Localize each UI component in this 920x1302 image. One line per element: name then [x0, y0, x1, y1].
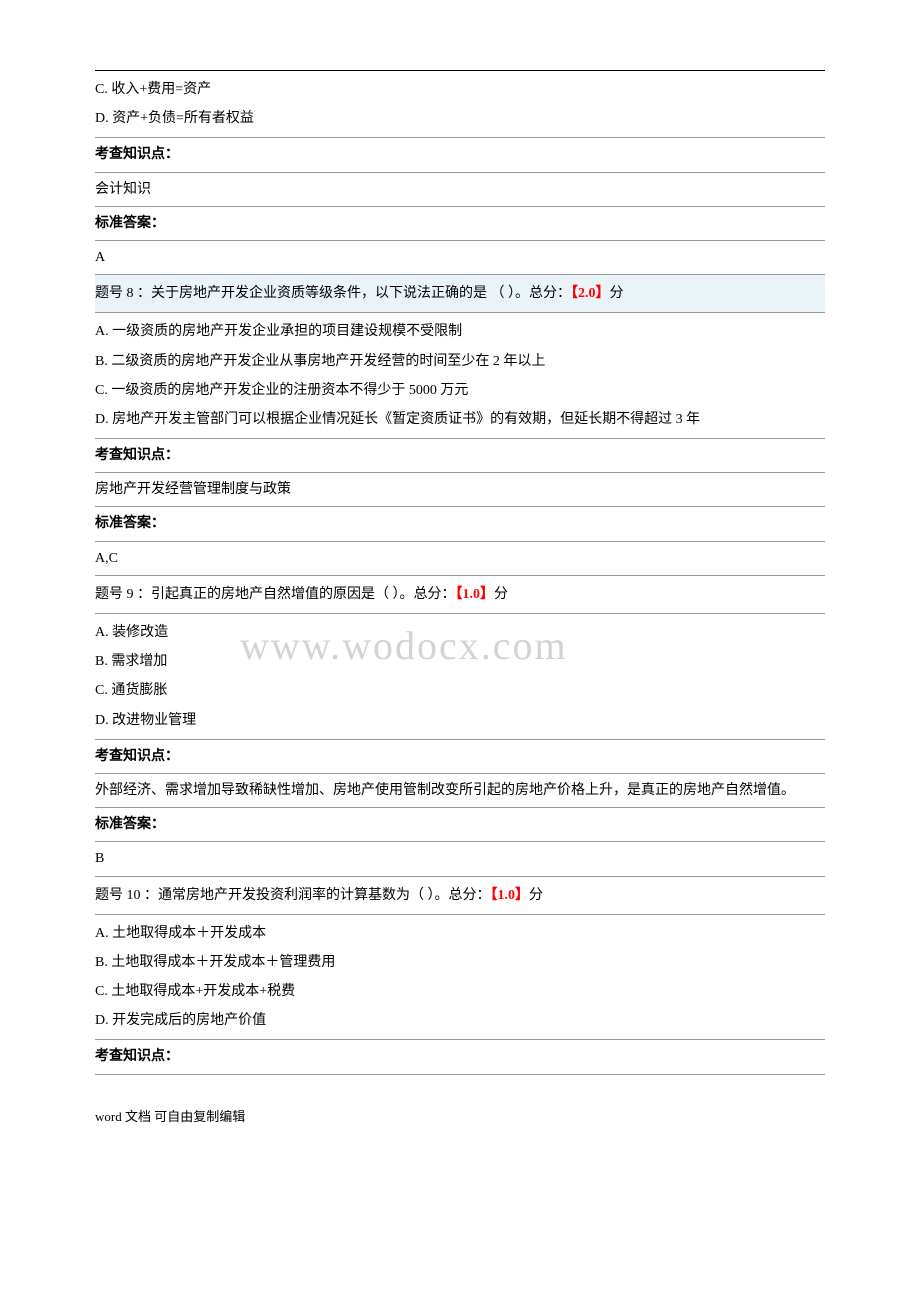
- q10-knowledge-label-row: 考查知识点：: [95, 1040, 825, 1074]
- q9-option-c: C. 通货膨胀: [95, 676, 825, 705]
- q7-answer-text: A: [95, 250, 105, 265]
- page-footer: word 文档 可自由复制编辑: [95, 1105, 825, 1128]
- q7-answer-text-row: A: [95, 241, 825, 275]
- q8-score-suffix: 分: [610, 286, 624, 301]
- q7-answer-label: 标准答案：: [95, 216, 165, 231]
- q8-option-d: D. 房地产开发主管部门可以根据企业情况延长《暂定资质证书》的有效期，但延长期不…: [95, 405, 825, 434]
- q9-knowledge-text-row: 外部经济、需求增加导致稀缺性增加、房地产使用管制改变所引起的房地产价格上升，是真…: [95, 774, 825, 808]
- q9-answer-label: 标准答案：: [95, 817, 165, 832]
- q10-header: 题号 10 ：通常房地产开发投资利润率的计算基数为（ ）。总分：【1.0】分: [95, 877, 825, 915]
- q7-answer-label-row: 标准答案：: [95, 207, 825, 241]
- q9-options: A. 装修改造 B. 需求增加 C. 通货膨胀 D. 改进物业管理: [95, 614, 825, 740]
- q8-answer-text-row: A,C: [95, 542, 825, 576]
- q9-knowledge-text: 外部经济、需求增加导致稀缺性增加、房地产使用管制改变所引起的房地产价格上升，是真…: [95, 783, 795, 798]
- q8-answer-label: 标准答案：: [95, 516, 165, 531]
- q9-option-d: D. 改进物业管理: [95, 706, 825, 735]
- q10-option-d: D. 开发完成后的房地产价值: [95, 1006, 825, 1035]
- q10-score: 【1.0】: [491, 888, 530, 903]
- q8-knowledge-label: 考查知识点：: [95, 448, 179, 463]
- q9-option-a: A. 装修改造: [95, 618, 825, 647]
- q8-answer-text: A,C: [95, 551, 118, 566]
- q10-header-prefix: 题号 10 ：通常房地产开发投资利润率的计算基数为（ ）。总分：: [95, 888, 491, 903]
- q10-score-suffix: 分: [529, 888, 543, 903]
- q9-header: 题号 9 ：引起真正的房地产自然增值的原因是（ ）。总分：【1.0】分: [95, 576, 825, 614]
- q9-answer-text-row: B: [95, 842, 825, 876]
- q7-option-c: C. 收入+费用=资产: [95, 75, 825, 104]
- page-content: C. 收入+费用=资产 D. 资产+负债=所有者权益 考查知识点： 会计知识 标…: [95, 70, 825, 1075]
- q7-knowledge-text-row: 会计知识: [95, 173, 825, 207]
- q8-header-prefix: 题号 8 ：关于房地产开发企业资质等级条件，以下说法正确的是 （ ）。总分：: [95, 286, 571, 301]
- q10-knowledge-label: 考查知识点：: [95, 1049, 179, 1064]
- q9-header-prefix: 题号 9 ：引起真正的房地产自然增值的原因是（ ）。总分：: [95, 587, 456, 602]
- q8-options: A. 一级资质的房地产开发企业承担的项目建设规模不受限制 B. 二级资质的房地产…: [95, 313, 825, 439]
- q7-options: C. 收入+费用=资产 D. 资产+负债=所有者权益: [95, 71, 825, 138]
- q8-knowledge-text-row: 房地产开发经营管理制度与政策: [95, 473, 825, 507]
- q8-answer-label-row: 标准答案：: [95, 507, 825, 541]
- q8-knowledge-label-row: 考查知识点：: [95, 439, 825, 473]
- q9-answer-label-row: 标准答案：: [95, 808, 825, 842]
- q9-knowledge-label: 考查知识点：: [95, 749, 179, 764]
- q10-option-c: C. 土地取得成本+开发成本+税费: [95, 977, 825, 1006]
- q8-header: 题号 8 ：关于房地产开发企业资质等级条件，以下说法正确的是 （ ）。总分：【2…: [95, 275, 825, 313]
- q10-option-b: B. 土地取得成本＋开发成本＋管理费用: [95, 948, 825, 977]
- q7-knowledge-label: 考查知识点：: [95, 147, 179, 162]
- q9-score-suffix: 分: [494, 587, 508, 602]
- q10-option-a: A. 土地取得成本＋开发成本: [95, 919, 825, 948]
- q8-score: 【2.0】: [571, 286, 610, 301]
- q9-option-b: B. 需求增加: [95, 647, 825, 676]
- q7-knowledge-text: 会计知识: [95, 182, 151, 197]
- q10-options: A. 土地取得成本＋开发成本 B. 土地取得成本＋开发成本＋管理费用 C. 土地…: [95, 915, 825, 1041]
- q8-option-c: C. 一级资质的房地产开发企业的注册资本不得少于 5000 万元: [95, 376, 825, 405]
- q7-knowledge-label-row: 考查知识点：: [95, 138, 825, 172]
- q8-option-a: A. 一级资质的房地产开发企业承担的项目建设规模不受限制: [95, 317, 825, 346]
- q9-answer-text: B: [95, 851, 104, 866]
- q8-knowledge-text: 房地产开发经营管理制度与政策: [95, 482, 291, 497]
- q7-option-d: D. 资产+负债=所有者权益: [95, 104, 825, 133]
- q8-option-b: B. 二级资质的房地产开发企业从事房地产开发经营的时间至少在 2 年以上: [95, 347, 825, 376]
- q9-score: 【1.0】: [456, 587, 495, 602]
- q9-knowledge-label-row: 考查知识点：: [95, 740, 825, 774]
